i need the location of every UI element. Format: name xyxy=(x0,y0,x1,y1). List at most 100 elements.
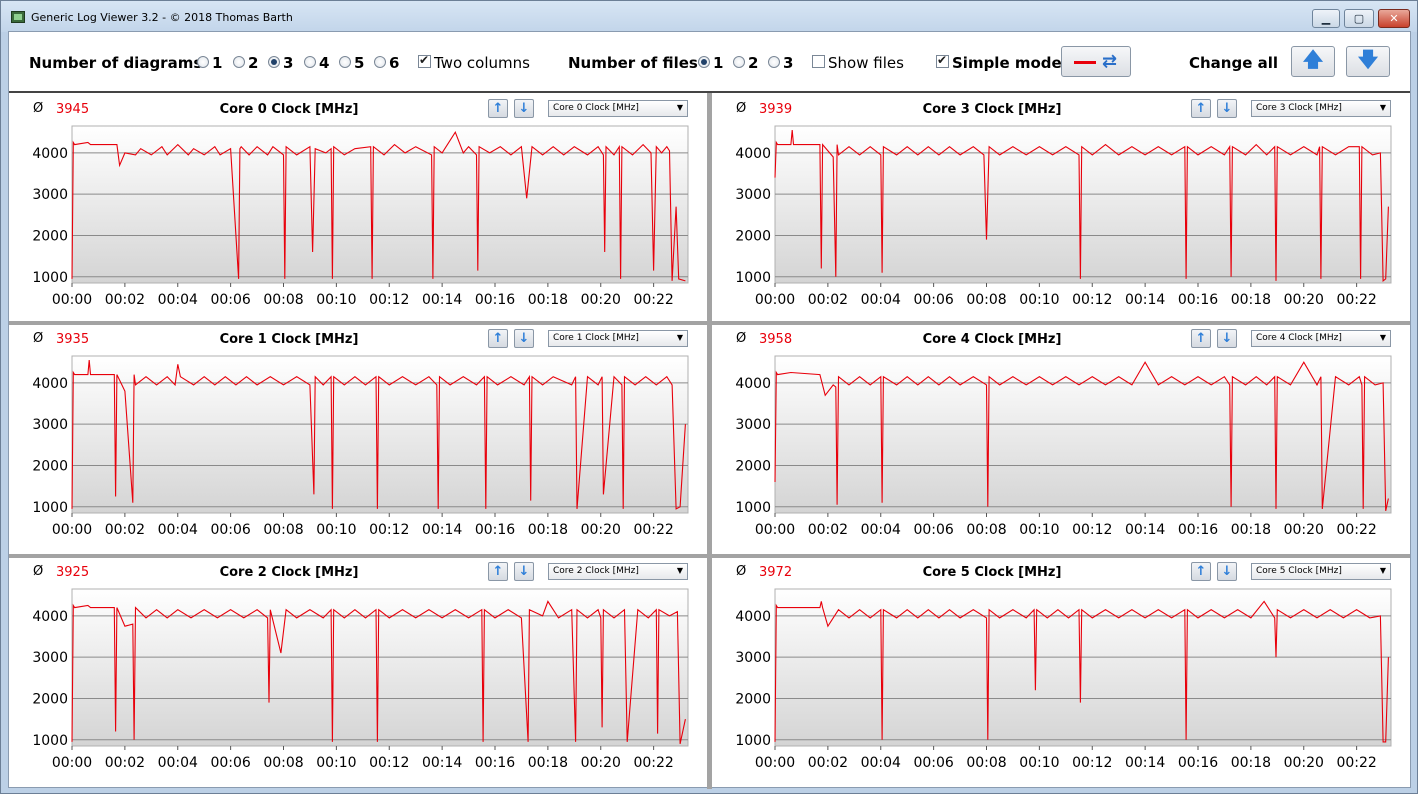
app-logo-icon xyxy=(11,11,25,23)
x-tick-label: 00:14 xyxy=(422,292,462,308)
sensor-select[interactable]: Core 5 Clock [MHz] ▼ xyxy=(1251,563,1391,580)
y-tick-label: 4000 xyxy=(32,376,68,392)
move-up-button[interactable]: ↑ xyxy=(1191,99,1211,118)
sensor-select[interactable]: Core 3 Clock [MHz] ▼ xyxy=(1251,100,1391,117)
average-value: 3972 xyxy=(759,565,793,580)
simple-mode-label: Simple mode xyxy=(952,54,1062,72)
x-tick-label: 00:10 xyxy=(316,522,356,538)
x-tick-label: 00:20 xyxy=(1284,755,1324,771)
x-tick-label: 00:16 xyxy=(475,755,515,771)
y-tick-label: 2000 xyxy=(735,691,771,707)
diagrams-radio-5[interactable] xyxy=(339,56,351,68)
diagrams-radio-4[interactable] xyxy=(304,56,316,68)
diagrams-label: Number of diagrams xyxy=(29,54,203,72)
x-tick-label: 00:20 xyxy=(581,292,621,308)
x-tick-label: 00:16 xyxy=(475,522,515,538)
plot-area xyxy=(71,355,689,514)
line-color-refresh-button[interactable]: ⇄ xyxy=(1061,46,1131,77)
title-bar[interactable]: Generic Log Viewer 3.2 - © 2018 Thomas B… xyxy=(1,1,1417,32)
y-tick-label: 2000 xyxy=(735,228,771,244)
move-up-button[interactable]: ↑ xyxy=(1191,562,1211,581)
toolbar: Number of diagrams 1 2 3 4 5 6 Two colum… xyxy=(9,32,1410,93)
x-tick-label: 00:16 xyxy=(1178,522,1218,538)
diagrams-radio-2[interactable] xyxy=(233,56,245,68)
y-tick-label: 4000 xyxy=(735,146,771,162)
y-tick-label: 3000 xyxy=(32,417,68,433)
move-down-button[interactable]: ↓ xyxy=(1217,329,1237,348)
x-tick-label: 00:06 xyxy=(210,292,250,308)
x-tick-label: 00:02 xyxy=(105,755,145,771)
sensor-select[interactable]: Core 4 Clock [MHz] ▼ xyxy=(1251,330,1391,347)
sensor-select-value: Core 3 Clock [MHz] xyxy=(1256,103,1342,113)
y-tick-label: 1000 xyxy=(32,733,68,749)
line-color-sample xyxy=(1074,61,1096,64)
x-tick-label: 00:04 xyxy=(861,522,901,538)
files-label: Number of files xyxy=(568,54,698,72)
diagrams-radio-6[interactable] xyxy=(374,56,386,68)
minimize-button[interactable]: ▁ xyxy=(1312,9,1340,28)
move-down-button[interactable]: ↓ xyxy=(1217,562,1237,581)
sensor-select[interactable]: Core 2 Clock [MHz] ▼ xyxy=(548,563,688,580)
x-tick-label: 00:08 xyxy=(263,755,303,771)
y-tick-label: 1000 xyxy=(735,270,771,286)
series-line xyxy=(71,130,686,282)
row-divider-2[interactable] xyxy=(9,554,1410,558)
arrow-up-icon: 🡅 xyxy=(1302,46,1324,71)
column-divider[interactable] xyxy=(707,93,712,789)
files-radio-1[interactable] xyxy=(698,56,710,68)
clock-chart[interactable]: 1000 2000 3000 4000 00:00 00:02 00:04 00:06 00:0… xyxy=(9,584,707,784)
arrow-up-icon: ↑ xyxy=(492,331,504,346)
close-button[interactable]: ✕ xyxy=(1378,9,1410,28)
files-radio-2[interactable] xyxy=(733,56,745,68)
sensor-select[interactable]: Core 0 Clock [MHz] ▼ xyxy=(548,100,688,117)
y-tick-label: 4000 xyxy=(735,376,771,392)
series-line xyxy=(774,130,1389,282)
average-value: 3925 xyxy=(56,565,90,580)
clock-chart[interactable]: 1000 2000 3000 4000 00:00 00:02 00:04 00:06 00:0… xyxy=(712,351,1410,551)
x-tick-label: 00:00 xyxy=(52,755,92,771)
move-down-button[interactable]: ↓ xyxy=(514,329,534,348)
move-up-button[interactable]: ↑ xyxy=(488,562,508,581)
x-tick-label: 00:04 xyxy=(158,522,198,538)
x-tick-label: 00:22 xyxy=(1336,522,1376,538)
two-columns-checkbox[interactable] xyxy=(418,53,431,68)
diagrams-option-2: 2 xyxy=(248,54,259,72)
clock-chart[interactable]: 1000 2000 3000 4000 00:00 00:02 00:04 00:06 00:0… xyxy=(9,121,707,321)
clock-chart[interactable]: 1000 2000 3000 4000 00:00 00:02 00:04 00:06 00:0… xyxy=(712,584,1410,784)
move-up-button[interactable]: ↑ xyxy=(488,99,508,118)
x-tick-label: 00:12 xyxy=(1072,755,1112,771)
y-tick-label: 4000 xyxy=(735,609,771,625)
x-tick-label: 00:18 xyxy=(1231,755,1271,771)
diagrams-radio-3[interactable] xyxy=(268,56,280,68)
row-divider-1[interactable] xyxy=(9,321,1410,325)
x-tick-label: 00:22 xyxy=(633,292,673,308)
x-tick-label: 00:02 xyxy=(105,522,145,538)
show-files-checkbox[interactable] xyxy=(812,55,825,68)
average-symbol: Ø xyxy=(33,101,44,116)
x-tick-label: 00:08 xyxy=(966,292,1006,308)
move-down-all-button[interactable]: 🡇 xyxy=(1346,46,1390,77)
diagrams-radio-1[interactable] xyxy=(197,56,209,68)
move-up-all-button[interactable]: 🡅 xyxy=(1291,46,1335,77)
arrow-up-icon: ↑ xyxy=(492,564,504,579)
clock-chart[interactable]: 1000 2000 3000 4000 00:00 00:02 00:04 00:06 00:0… xyxy=(712,121,1410,321)
sensor-select[interactable]: Core 1 Clock [MHz] ▼ xyxy=(548,330,688,347)
x-tick-label: 00:08 xyxy=(966,755,1006,771)
clock-chart[interactable]: 1000 2000 3000 4000 00:00 00:02 00:04 00:06 00:0… xyxy=(9,351,707,551)
diagram-title: Core 2 Clock [MHz] xyxy=(219,565,359,580)
x-tick-label: 00:08 xyxy=(263,292,303,308)
sensor-select-value: Core 5 Clock [MHz] xyxy=(1256,566,1342,576)
move-down-button[interactable]: ↓ xyxy=(1217,99,1237,118)
x-tick-label: 00:20 xyxy=(1284,292,1324,308)
files-radio-3[interactable] xyxy=(768,56,780,68)
move-up-button[interactable]: ↑ xyxy=(488,329,508,348)
move-down-button[interactable]: ↓ xyxy=(514,562,534,581)
chevron-down-icon: ▼ xyxy=(1379,103,1386,112)
x-tick-label: 00:00 xyxy=(52,522,92,538)
average-value: 3935 xyxy=(56,332,90,347)
maximize-button[interactable]: ▢ xyxy=(1344,9,1374,28)
arrow-up-icon: ↑ xyxy=(1195,564,1207,579)
move-up-button[interactable]: ↑ xyxy=(1191,329,1211,348)
simple-mode-checkbox[interactable] xyxy=(936,53,949,68)
move-down-button[interactable]: ↓ xyxy=(514,99,534,118)
